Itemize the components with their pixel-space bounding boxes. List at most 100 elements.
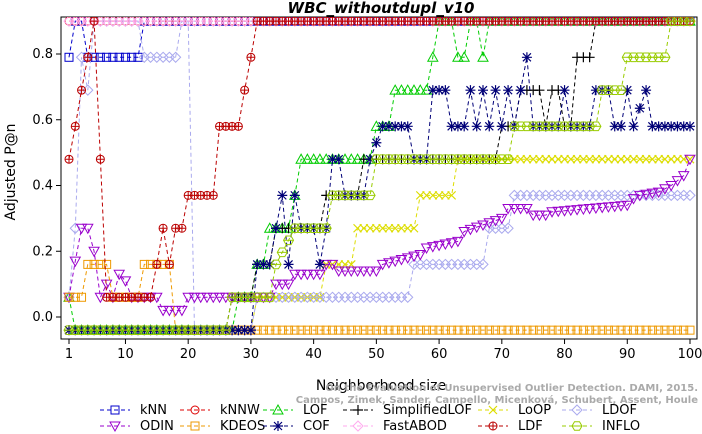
y-tick-label: 0.6 [32,113,53,128]
data-point-kdeos [284,325,294,335]
data-point-inflo [270,259,282,270]
data-point-loop [409,223,419,233]
data-point-odin [677,171,690,182]
data-point-kdeos [440,325,450,335]
data-point-inflo [282,235,295,246]
data-point-odin [533,210,546,222]
data-point-ldf [233,121,243,131]
data-point-cof [227,325,238,336]
data-point-ldf [177,223,187,233]
data-point-cof [434,85,445,96]
data-point-lof [395,84,408,95]
legend-item-loop: LoOP [478,403,551,418]
series-ldof [63,17,696,336]
data-point-cof [233,325,244,336]
chart-title: WBC_withoutdupl_v10 [288,0,475,17]
data-point-kdeos [672,325,682,335]
data-point-cof [258,259,269,270]
legend-label-fastabod: FastABOD [383,419,447,434]
data-point-odin [376,259,389,271]
data-point-cof [484,121,495,132]
data-point-odin [483,218,496,229]
data-point-odin [301,269,314,281]
data-point-knn [95,52,105,62]
data-point-odin [527,210,540,222]
data-point-odin [295,269,307,281]
data-point-inflo [364,190,376,201]
data-point-kdeos [560,325,570,335]
data-point-odin [615,201,627,212]
data-point-cof [440,85,451,96]
data-point-ldof [684,189,696,202]
legend-marker-ldof [571,404,583,416]
data-point-odin [88,246,100,258]
data-point-kdeos [591,325,601,335]
data-point-ldof [82,84,94,96]
data-point-knnw [227,17,237,26]
data-point-odin [345,266,358,278]
data-point-inflo [659,52,671,63]
data-point-odin [389,256,402,268]
x-tick-label: 20 [180,347,197,362]
legend-label-ldf: LDF [518,419,543,434]
marker-cross [71,122,80,131]
series-line-knn [68,20,690,58]
data-point-odin [157,305,169,317]
data-point-inflo [220,325,232,335]
data-point-odin [665,181,678,192]
data-point-odin [188,292,201,304]
data-point-loop [629,154,638,164]
data-point-knn [102,52,112,62]
legend-item-knnw: kNNW [180,403,260,418]
data-point-odin [213,292,226,304]
data-point-odin [332,266,345,278]
data-point-odin [495,213,508,225]
data-point-lof [345,153,358,164]
data-point-odin [602,202,615,213]
data-point-odin [652,187,665,199]
data-point-cof [252,259,263,270]
data-point-odin [113,269,126,281]
series-ldf [64,17,695,302]
legend-marker-kdeos [190,421,200,431]
data-point-loop [666,154,676,164]
data-point-loop [547,154,557,164]
data-point-odin [282,279,295,291]
data-point-loop [535,154,544,164]
data-point-odin [370,266,383,278]
data-point-kdeos [547,325,557,335]
data-point-cof [264,259,275,270]
data-point-lof [301,153,314,164]
data-point-ldof [75,51,88,63]
data-point-cof [672,121,683,132]
data-point-cof [390,121,401,132]
data-point-loop [673,154,682,164]
credit-line-2: Campos, Zimek, Sander, Campello, Micenko… [296,394,698,406]
x-tick-label: 80 [556,347,573,362]
data-point-kdeos [585,325,595,335]
data-point-odin [571,205,583,216]
data-point-odin [75,223,88,235]
data-point-lof [408,84,420,95]
legend-marker-inflo [571,421,583,431]
data-point-kdeos [422,325,432,335]
data-point-loop [522,154,532,164]
data-point-odin [163,305,176,317]
data-point-loop [397,223,406,233]
data-point-inflo [264,292,276,303]
data-point-odin [395,254,408,266]
legend-marker-knn [110,405,120,415]
data-point-odin [119,276,132,287]
data-point-kdeos [491,325,501,335]
x-tick-label: 70 [494,347,511,362]
data-point-ldof [477,258,489,271]
data-point-odin [640,189,652,201]
data-point-cof [371,137,382,148]
data-point-loop [428,190,438,200]
data-point-knn [64,52,74,62]
data-point-kdeos [309,325,319,335]
data-point-odin [169,305,182,317]
data-point-cof [647,121,658,132]
data-point-cof [271,223,281,234]
data-point-cof [685,121,695,132]
